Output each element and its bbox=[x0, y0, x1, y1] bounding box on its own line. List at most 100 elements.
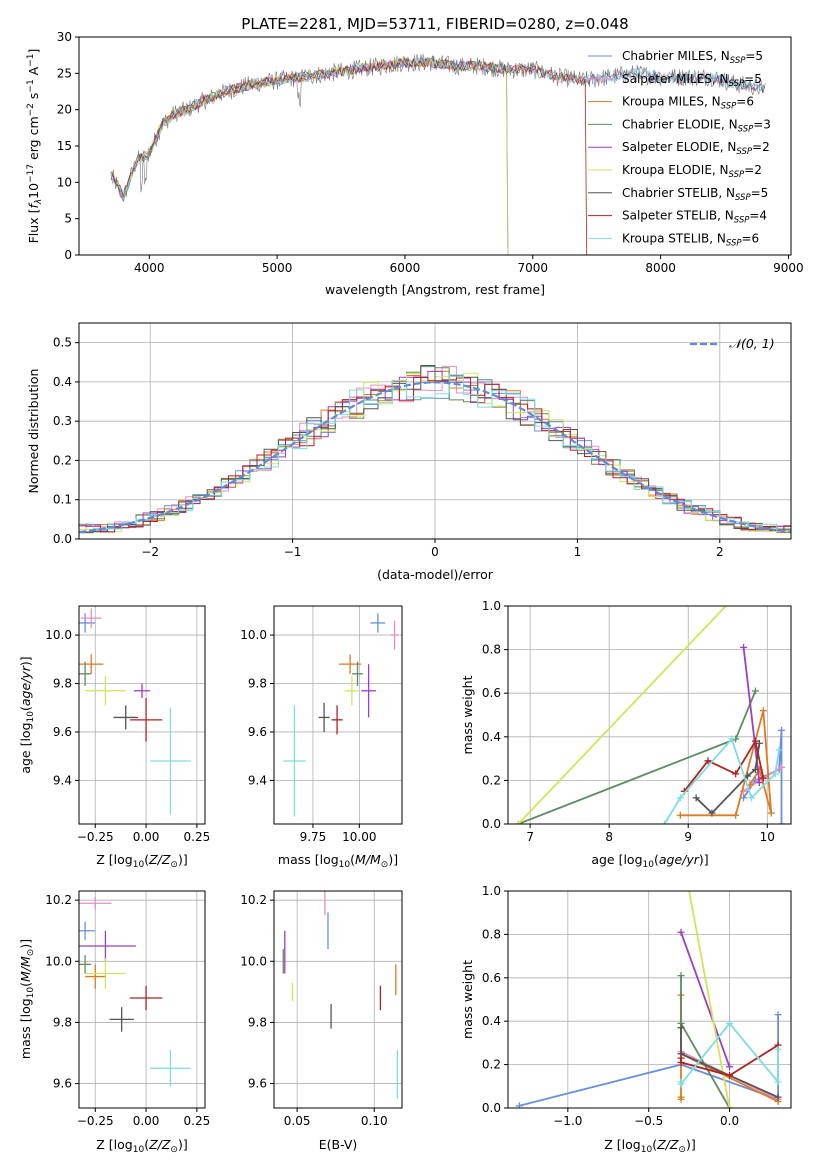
y-tick-label: 9.8 bbox=[248, 677, 267, 691]
y-tick-label: 9.8 bbox=[248, 1015, 267, 1029]
x-tick-label: −1.0 bbox=[553, 1114, 582, 1128]
label-part: )] bbox=[18, 656, 33, 666]
plot-area bbox=[79, 608, 191, 815]
label-part: )] bbox=[388, 852, 398, 867]
label-part: age/yr bbox=[659, 852, 700, 867]
legend-main: Kroupa MILES, N bbox=[622, 95, 721, 109]
legend-tail: =5 bbox=[751, 186, 769, 200]
model-line bbox=[110, 57, 509, 255]
x-axis-label: E(B-V) bbox=[319, 1137, 358, 1152]
axes-mass-weight-vs-age: 7 8 9 10 0.0 0.2 0.4 0.6 0.8 1.0 bbox=[482, 599, 792, 844]
label-part: age [log bbox=[591, 852, 642, 867]
y-tick-label: 0.2 bbox=[53, 453, 72, 467]
x-axis-label: (data-model)/error bbox=[377, 567, 494, 582]
label-sup: −1 bbox=[26, 79, 36, 92]
label-part: ( bbox=[144, 852, 149, 867]
axes-age-vs-Z: −0.25 0.00 0.25 9.4 9.6 9.8 10.0 bbox=[45, 605, 211, 844]
axes-mass-vs-ebv: 0.05 0.10 9.6 9.8 10.0 10.2 bbox=[240, 890, 403, 1128]
label-part: )] bbox=[18, 939, 33, 949]
x-tick-label: 0.00 bbox=[133, 1114, 160, 1128]
x-tick-label: 0.25 bbox=[184, 1114, 211, 1128]
legend-entry: Chabrier MILES, NSSP=5 bbox=[622, 49, 763, 66]
legend-sub: SSP bbox=[736, 147, 752, 157]
label-part: Z/Z bbox=[148, 852, 171, 867]
x-axis-label: Z [log10(Z/Z⊙)] bbox=[604, 1137, 695, 1155]
y-tick-label: 0 bbox=[64, 248, 72, 262]
y-tick-label: 9.6 bbox=[248, 725, 267, 739]
y-tick-label: 0.6 bbox=[482, 971, 501, 985]
label-sub: 10 bbox=[339, 860, 351, 870]
label-part: )] bbox=[178, 1137, 188, 1152]
label-part: )] bbox=[699, 852, 709, 867]
label-sup: −1 bbox=[26, 53, 36, 66]
plot-area bbox=[79, 897, 191, 1087]
label-sub: ⊙ bbox=[678, 1145, 686, 1155]
legend-entry: Salpeter STELIB, NSSP=4 bbox=[622, 209, 767, 226]
legend-sub: SSP bbox=[729, 170, 745, 180]
legend-main: Salpeter STELIB, N bbox=[622, 209, 734, 223]
legend-sub: SSP bbox=[729, 79, 745, 89]
label-part: ( bbox=[18, 706, 33, 711]
y-tick-label: 9.6 bbox=[53, 1077, 72, 1091]
x-tick-label: 7000 bbox=[518, 261, 549, 275]
legend-entry: Kroupa STELIB, NSSP=6 bbox=[622, 231, 759, 248]
y-tick-label: 9.8 bbox=[53, 677, 72, 691]
label-sub: ⊙ bbox=[26, 949, 36, 957]
y-tick-label: 0.8 bbox=[482, 643, 501, 657]
y-tick-label: 25 bbox=[57, 66, 72, 80]
x-tick-label: 10.00 bbox=[342, 830, 376, 844]
axes-age-vs-mass: 9.75 10.00 9.4 9.6 9.8 10.0 bbox=[240, 605, 403, 844]
legend-sub: SSP bbox=[721, 102, 737, 112]
y-tick-label: 9.8 bbox=[53, 1015, 72, 1029]
x-tick-label: 9000 bbox=[773, 261, 804, 275]
label-part: M/M bbox=[18, 956, 33, 982]
label-part: mass [log bbox=[278, 852, 339, 867]
y-tick-label: 0.2 bbox=[482, 1058, 501, 1072]
y-axis-label: Flux [fλ10−17 erg cm−2 s−1 A−1] bbox=[26, 49, 44, 244]
label-sub: ⊙ bbox=[170, 860, 178, 870]
y-tick-label: 9.6 bbox=[53, 725, 72, 739]
legend-main: Kroupa ELODIE, N bbox=[622, 163, 729, 177]
y-tick-label: 0.0 bbox=[482, 1101, 501, 1115]
axes-frame bbox=[273, 890, 403, 1109]
legend-main: Salpeter ELODIE, N bbox=[622, 140, 736, 154]
plot-area bbox=[283, 613, 399, 817]
x-tick-label: 7 bbox=[526, 830, 534, 844]
label-part: ( bbox=[654, 852, 659, 867]
x-tick-label: −1 bbox=[284, 545, 302, 559]
x-axis-label: wavelength [Angstrom, rest frame] bbox=[325, 282, 545, 297]
legend-tail: =2 bbox=[752, 140, 770, 154]
axes-frame bbox=[507, 890, 792, 1109]
label-part: M/M bbox=[355, 852, 381, 867]
axes-residuals: −2 −1 0 1 2 0.0 0.1 0.2 0.3 0.4 0.5 bbox=[53, 322, 792, 559]
legend-entry: Salpeter MILES, NSSP=5 bbox=[622, 72, 762, 89]
x-axis-label: Z [log10(Z/Z⊙)] bbox=[96, 1137, 187, 1155]
y-tick-label: 9.6 bbox=[248, 1077, 267, 1091]
legend-main: Chabrier STELIB, N bbox=[622, 186, 735, 200]
y-tick-label: 10.0 bbox=[45, 954, 72, 968]
y-tick-label: 0.5 bbox=[53, 336, 72, 350]
weight-line bbox=[688, 891, 731, 1108]
x-tick-label: 0.25 bbox=[184, 830, 211, 844]
legend-tail: =4 bbox=[749, 209, 767, 223]
label-sub: 10 bbox=[133, 1145, 145, 1155]
legend-sub: SSP bbox=[735, 193, 751, 203]
axes-frame bbox=[273, 605, 403, 825]
x-axis-label: Z [log10(Z/Z⊙)] bbox=[96, 852, 187, 870]
legend-sub: SSP bbox=[738, 124, 754, 134]
y-tick-label: 0.3 bbox=[53, 414, 72, 428]
x-tick-label: 0.10 bbox=[361, 1114, 388, 1128]
label-sub: ⊙ bbox=[381, 860, 389, 870]
axes-mass-weight-vs-Z: −1.0 −0.5 0.0 0.0 0.2 0.4 0.6 0.8 1.0 bbox=[482, 884, 792, 1128]
weight-line bbox=[680, 975, 731, 1108]
label-part: Z [log bbox=[604, 1137, 640, 1152]
axes-frame bbox=[78, 605, 206, 825]
legend-tail: =3 bbox=[753, 117, 771, 131]
label-part: Z [log bbox=[96, 852, 132, 867]
x-tick-label: −0.25 bbox=[77, 830, 114, 844]
label-sub: 10 bbox=[26, 711, 36, 723]
label-sub: 10 bbox=[133, 860, 145, 870]
y-axis-label: mass weight bbox=[460, 960, 475, 1039]
y-tick-label: 0.0 bbox=[53, 532, 72, 546]
label-part: A bbox=[26, 66, 41, 79]
